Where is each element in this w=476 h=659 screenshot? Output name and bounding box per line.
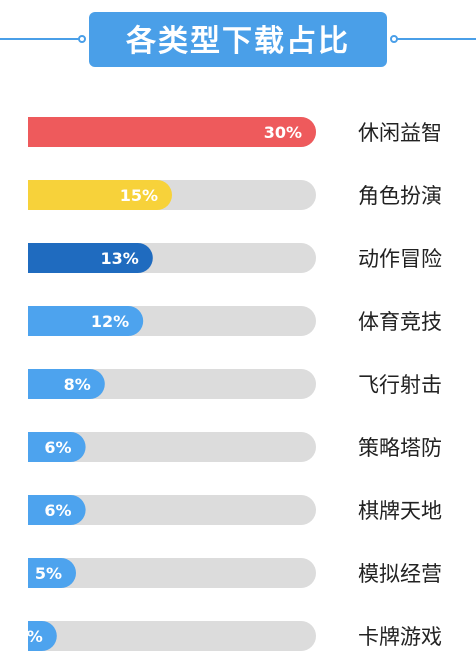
bar-track [28, 621, 316, 651]
bar-value-label: 3% [16, 627, 43, 646]
category-label: 动作冒险 [358, 247, 442, 271]
category-label: 策略塔防 [358, 436, 442, 460]
category-label: 体育竞技 [358, 310, 442, 334]
bar-value-label: 8% [64, 375, 91, 394]
bar [28, 432, 86, 462]
chart-title: 各类型下载占比 [125, 24, 350, 59]
bar [28, 117, 316, 147]
bar [28, 180, 172, 210]
title-rule-right-dot [390, 35, 398, 43]
bar [28, 495, 86, 525]
bar [28, 306, 144, 336]
category-label: 飞行射击 [358, 373, 442, 397]
bar [28, 558, 76, 588]
category-label: 卡牌游戏 [358, 625, 442, 649]
category-label: 休闲益智 [358, 121, 442, 145]
category-label: 角色扮演 [358, 184, 442, 208]
bar-rows: 30% 休闲益智 15% 角色扮演 13% 动作冒险 12% 体育竞技 8% 飞行射击 6% 策略塔防… [16, 117, 442, 651]
bar-track [28, 558, 316, 588]
bar-value-label: 6% [44, 438, 71, 457]
bar-value-label: 5% [35, 564, 62, 583]
bar-value-label: 30% [264, 123, 302, 142]
category-label: 棋牌天地 [358, 499, 442, 523]
title-banner [89, 12, 387, 67]
bar [28, 369, 105, 399]
bar [28, 621, 57, 651]
title-rule-left-dot [78, 35, 86, 43]
bar-track [28, 495, 316, 525]
bar-track [28, 432, 316, 462]
bar-value-label: 6% [44, 501, 71, 520]
bar-value-label: 13% [101, 249, 139, 268]
category-label: 模拟经营 [358, 562, 442, 586]
bar-value-label: 12% [91, 312, 129, 331]
bar-value-label: 15% [120, 186, 158, 205]
bar [28, 243, 153, 273]
